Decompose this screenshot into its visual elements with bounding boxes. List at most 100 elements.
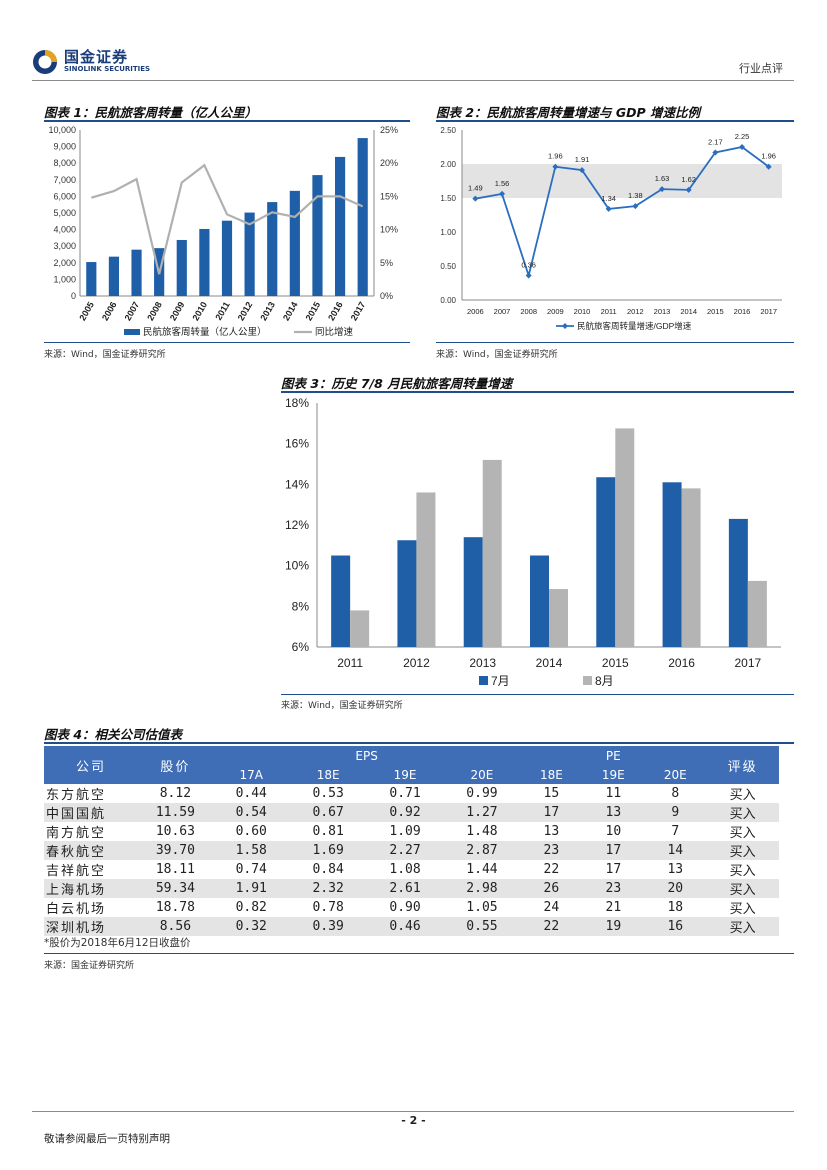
- x-tick-label: 2007: [123, 300, 142, 322]
- price-cell: 8.56: [138, 917, 213, 936]
- bar: [681, 488, 701, 647]
- fig4-bottom-rule: [44, 953, 794, 954]
- company-name-cell: 白云机场: [44, 898, 138, 917]
- fig2-source: 来源：Wind，国金证券研究所: [436, 350, 558, 360]
- eps-cell: 1.69: [289, 841, 367, 860]
- bar: [176, 239, 187, 296]
- y-tick-label: 0.50: [440, 262, 456, 271]
- eps-year-header: 19E: [366, 765, 444, 784]
- col-pe-header: PE: [520, 746, 707, 765]
- bar: [397, 540, 417, 647]
- legend-label: 同比增速: [315, 326, 354, 338]
- y-tick-label: 2,000: [53, 258, 76, 268]
- eps-cell: 0.82: [212, 898, 290, 917]
- y-tick-label: 14%: [285, 477, 309, 491]
- data-point: [499, 190, 505, 197]
- company-name-cell: 深圳机场: [44, 917, 138, 936]
- col-company-header: 公司: [44, 746, 138, 784]
- company-name-cell: 东方航空: [44, 784, 138, 803]
- fig3-source: 来源：Wind，国金证券研究所: [281, 701, 403, 711]
- pe-cell: 9: [644, 803, 707, 822]
- table-row: 吉祥航空 18.11 0.74 0.84 1.08 1.44 22 17 13 买入: [44, 860, 779, 879]
- eps-cell: 1.05: [443, 898, 521, 917]
- fig4-title: 图表 4：相关公司估值表: [44, 727, 183, 742]
- pe-cell: 20: [644, 879, 707, 898]
- pe-cell: 11: [582, 784, 645, 803]
- company-name-cell: 中国国航: [44, 803, 138, 822]
- x-tick-label: 2015: [602, 656, 629, 670]
- eps-cell: 1.91: [212, 879, 290, 898]
- data-label: 2.17: [708, 137, 723, 146]
- data-point: [552, 163, 559, 170]
- eps-year-header: 18E: [289, 765, 367, 784]
- eps-cell: 2.98: [443, 879, 521, 898]
- y2-tick-label: 5%: [380, 258, 393, 268]
- y2-tick-label: 15%: [380, 191, 398, 201]
- x-tick-label: 2010: [574, 307, 591, 316]
- y-tick-label: 0: [71, 291, 76, 301]
- y-tick-label: 10,000: [48, 125, 76, 135]
- fig2-chart: 0.00 0.50 1.00 1.50 2.00 2.50 1.49 1.56 0.36 1.96…: [440, 126, 782, 331]
- fig3-bottom-rule: [281, 694, 794, 695]
- y-tick-label: 18%: [285, 396, 309, 410]
- eps-cell: 0.54: [212, 803, 290, 822]
- table-row: 深圳机场 8.56 0.32 0.39 0.46 0.55 22 19 16 买入: [44, 917, 779, 936]
- fig2-title: 图表 2：民航旅客周转量增速与 GDP 增速比例: [436, 105, 701, 120]
- data-label: 1.56: [495, 179, 510, 188]
- eps-cell: 0.39: [289, 917, 367, 936]
- header-divider: [32, 80, 794, 81]
- bar: [199, 228, 210, 296]
- x-tick-label: 2006: [100, 300, 119, 322]
- x-tick-label: 2012: [236, 300, 255, 322]
- x-tick-label: 2017: [735, 656, 762, 670]
- eps-cell: 0.99: [443, 784, 521, 803]
- y-tick-label: 12%: [285, 518, 309, 532]
- footer-divider: [32, 1111, 794, 1112]
- y-tick-label: 9,000: [53, 142, 76, 152]
- eps-cell: 1.58: [212, 841, 290, 860]
- eps-cell: 0.44: [212, 784, 290, 803]
- y2-tick-label: 10%: [380, 225, 398, 235]
- fig4-note: *股价为2018年6月12日收盘价: [44, 937, 191, 949]
- fig1-title: 图表 1：民航旅客周转量（亿人公里）: [44, 105, 258, 120]
- legend-swatch-jul: [479, 676, 488, 685]
- fig3-title-rule: [281, 391, 794, 393]
- bar: [728, 518, 748, 647]
- eps-cell: 1.27: [443, 803, 521, 822]
- table-row: 南方航空 10.63 0.60 0.81 1.09 1.48 13 10 7 买入: [44, 822, 779, 841]
- pe-cell: 17: [520, 803, 583, 822]
- bar: [334, 156, 346, 296]
- data-point: [685, 186, 692, 193]
- pe-cell: 23: [582, 879, 645, 898]
- footer-disclaimer: 敬请参阅最后一页特别声明: [44, 1133, 170, 1145]
- company-name-cell: 吉祥航空: [44, 860, 138, 879]
- bar: [289, 190, 300, 296]
- fig1-bottom-rule: [44, 342, 410, 343]
- y-tick-label: 6,000: [53, 191, 76, 201]
- x-tick-label: 2013: [258, 300, 277, 322]
- y2-tick-label: 0%: [380, 291, 393, 301]
- data-label: 1.62: [681, 175, 696, 184]
- valuation-table: 公司 股价 EPS PE 评级 17A 18E 19E 20E 18E 19E …: [44, 746, 779, 936]
- price-cell: 10.63: [138, 822, 213, 841]
- sinolink-logo-icon: [33, 50, 57, 74]
- y-tick-label: 16%: [285, 437, 309, 451]
- x-tick-label: 2014: [281, 300, 300, 322]
- eps-year-header: 20E: [443, 765, 521, 784]
- y-tick-label: 1.00: [440, 228, 456, 237]
- x-tick-label: 2007: [494, 307, 511, 316]
- eps-cell: 0.53: [289, 784, 367, 803]
- eps-cell: 0.67: [289, 803, 367, 822]
- y-tick-label: 4,000: [53, 225, 76, 235]
- fig3-title: 图表 3：历史 7/8 月民航旅客周转量增速: [281, 376, 513, 391]
- x-tick-label: 2011: [213, 300, 231, 322]
- price-cell: 18.78: [138, 898, 213, 917]
- bar: [530, 555, 549, 647]
- data-label: 1.91: [575, 155, 590, 164]
- y2-tick-label: 25%: [380, 125, 398, 135]
- data-point: [632, 203, 639, 210]
- bar: [312, 175, 323, 296]
- table-row: 中国国航 11.59 0.54 0.67 0.92 1.27 17 13 9 买入: [44, 803, 779, 822]
- y-tick-label: 1,000: [53, 274, 76, 284]
- bar: [267, 202, 278, 296]
